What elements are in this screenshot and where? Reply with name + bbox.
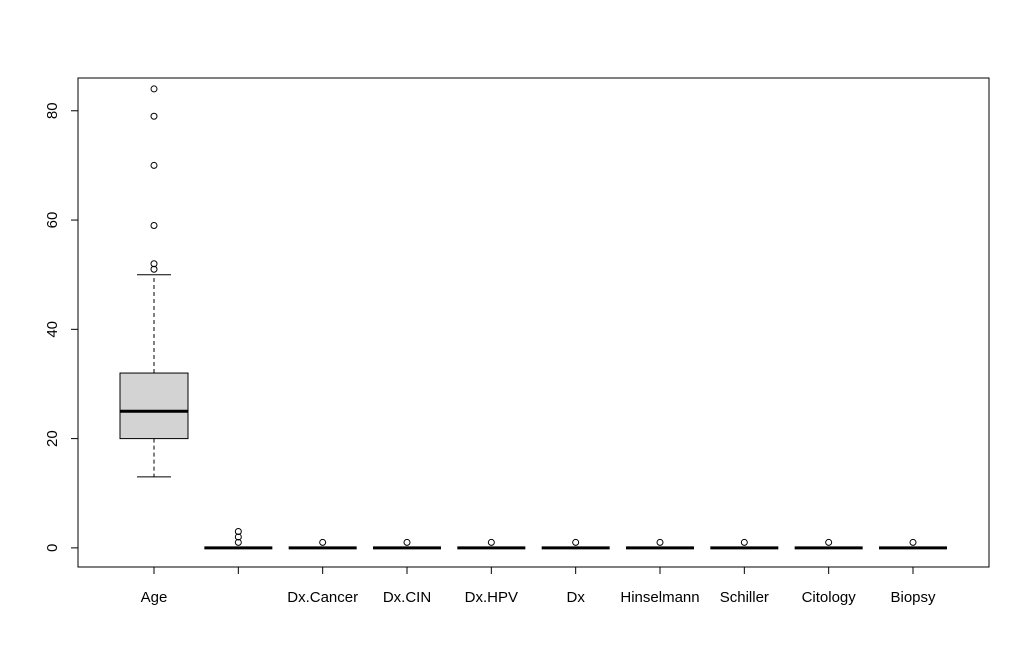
outlier-point <box>150 112 158 120</box>
x-tick-label: Citology <box>802 589 857 606</box>
outlier-point <box>150 85 158 93</box>
box-age <box>119 85 189 478</box>
outlier-point <box>150 222 158 230</box>
box-dx <box>541 538 610 550</box>
outlier-point <box>234 527 242 535</box>
box-schiller <box>710 538 779 550</box>
outlier-point <box>740 538 748 546</box>
outlier-point <box>825 538 833 546</box>
x-tick-label: Dx.HPV <box>465 589 518 606</box>
x-tick-label: Age <box>141 589 168 606</box>
outlier-point <box>319 538 327 546</box>
box-dx-hpv <box>457 538 526 550</box>
outlier-point <box>403 538 411 546</box>
outlier-point <box>656 538 664 546</box>
y-tick-label: 80 <box>44 102 61 119</box>
outlier-point <box>909 538 917 546</box>
y-tick-label: 40 <box>44 321 61 338</box>
box-dx-cin <box>373 538 441 550</box>
outlier-point <box>150 161 158 169</box>
plot-frame <box>77 77 990 568</box>
outlier-point <box>150 265 158 273</box>
outlier-point <box>487 538 495 546</box>
box-citology <box>794 538 863 550</box>
y-axis: 0 20 40 60 80 <box>44 102 79 552</box>
box-biopsy <box>879 538 947 550</box>
y-tick-label: 0 <box>44 544 61 552</box>
outlier-point <box>234 538 242 546</box>
outlier-point <box>234 533 242 541</box>
boxes-layer <box>119 85 947 550</box>
outlier-point <box>572 538 580 546</box>
outlier-point <box>150 260 158 268</box>
box-dx-cancer <box>288 538 357 550</box>
x-axis: Age Dx.Cancer Dx.CIN Dx.HPV Dx Hinselmann Schi… <box>141 566 936 606</box>
x-tick-label: Dx.Cancer <box>287 589 358 606</box>
x-tick-label: Hinselmann <box>620 589 699 606</box>
x-tick-label: Dx <box>566 589 585 606</box>
x-tick-label: Dx.CIN <box>383 589 431 606</box>
x-tick-label: Schiller <box>720 589 769 606</box>
x-tick-label: Biopsy <box>890 589 936 606</box>
box-hinselmann <box>626 538 694 550</box>
iqr-box <box>119 372 189 440</box>
y-tick-label: 20 <box>44 430 61 447</box>
box-unlabeled <box>204 527 273 550</box>
y-tick-label: 60 <box>44 212 61 229</box>
